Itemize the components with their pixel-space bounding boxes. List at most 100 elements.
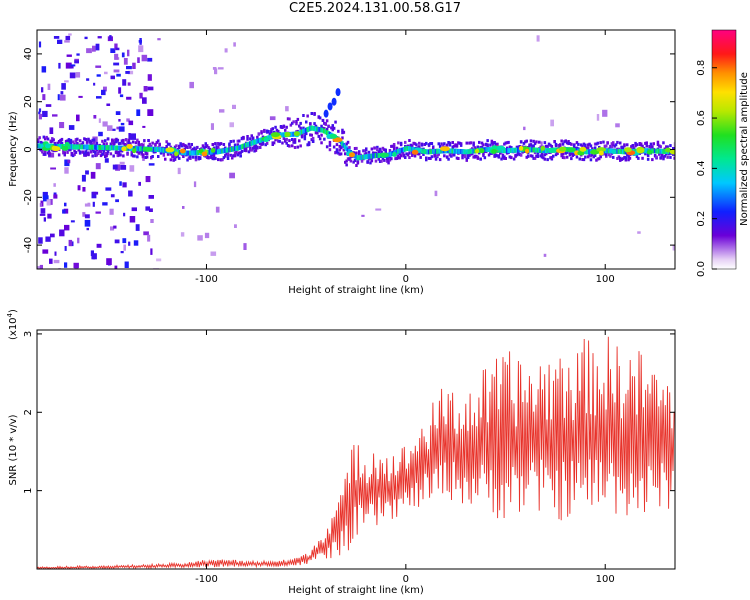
spectral-ridge-core bbox=[434, 148, 438, 154]
spectral-ridge-halo bbox=[78, 150, 82, 154]
spectral-speckle bbox=[106, 103, 111, 106]
spectral-ridge-core bbox=[584, 149, 587, 155]
spectral-ridge-halo bbox=[325, 145, 329, 149]
spectral-speckle bbox=[46, 199, 51, 206]
spectral-speckle bbox=[64, 159, 70, 167]
spectral-ridge-halo bbox=[324, 122, 327, 126]
spectral-ridge-halo bbox=[399, 154, 403, 158]
spectral-ridge-halo bbox=[546, 158, 549, 162]
spectral-speckle bbox=[138, 181, 141, 186]
spectral-ridge-halo bbox=[231, 156, 234, 160]
spectral-ridge-halo bbox=[469, 152, 473, 156]
spectral-ridge-core bbox=[455, 148, 459, 154]
spectral-ridge-halo bbox=[646, 157, 650, 161]
spectral-ridge-core bbox=[305, 127, 308, 133]
spectral-ridge-core bbox=[426, 149, 429, 155]
spectral-speckle bbox=[77, 237, 80, 244]
spectral-ridge-halo bbox=[274, 125, 277, 129]
spectral-ridge-halo bbox=[603, 152, 607, 156]
spectral-ridge-core bbox=[423, 149, 427, 154]
spectral-ridge-halo bbox=[493, 153, 496, 157]
spectral-ridge-halo bbox=[384, 150, 387, 154]
spectral-speckle bbox=[136, 109, 141, 116]
spectral-ridge-halo bbox=[196, 145, 199, 149]
spectral-ridge-halo bbox=[127, 141, 131, 145]
spectral-ridge-halo bbox=[242, 135, 245, 139]
spectral-ridge-halo bbox=[331, 124, 334, 128]
spectral-speckle bbox=[49, 199, 53, 205]
spectral-ridge-halo bbox=[438, 158, 442, 162]
spectral-ridge-halo bbox=[380, 150, 383, 154]
spectral-ridge-core bbox=[369, 153, 372, 159]
spectral-speckle bbox=[86, 227, 89, 231]
spectral-ridge-core bbox=[81, 144, 85, 150]
spectral-ridge-halo bbox=[655, 155, 658, 159]
spectral-ridge-halo bbox=[610, 142, 614, 146]
spectral-ridge-core bbox=[609, 148, 612, 154]
spectral-ridge-core bbox=[358, 155, 361, 161]
spectral-speckle bbox=[127, 49, 130, 57]
spectral-ridge-core bbox=[70, 144, 73, 150]
spectral-ridge-halo bbox=[116, 154, 120, 158]
spectral-ridge-halo bbox=[596, 141, 600, 145]
spectral-ridge-core bbox=[545, 148, 548, 154]
spectral-ridge-halo bbox=[570, 142, 573, 146]
spectral-ridge-core bbox=[138, 146, 142, 152]
spectral-ridge-halo bbox=[641, 156, 644, 160]
spectral-ridge-core bbox=[621, 149, 625, 155]
spectral-ridge-halo bbox=[293, 140, 297, 144]
spectral-ridge-halo bbox=[310, 112, 313, 115]
spectral-ridge-halo bbox=[381, 146, 385, 150]
x-tick-label: 0 bbox=[403, 574, 409, 585]
spectral-ridge-halo bbox=[450, 154, 453, 158]
spectral-ridge-halo bbox=[395, 157, 399, 160]
spectral-ridge-core bbox=[254, 139, 258, 145]
spectral-ridge-core bbox=[465, 149, 468, 155]
spectral-ridge-halo bbox=[584, 155, 587, 159]
spectral-ridge-halo bbox=[219, 158, 223, 162]
top-x-axis-label: Height of straight line (km) bbox=[288, 285, 424, 296]
spectral-ridge-core bbox=[267, 135, 270, 141]
spectral-ridge-halo bbox=[570, 151, 573, 155]
spectral-ridge-core bbox=[228, 147, 231, 153]
spectral-ridge-halo bbox=[563, 156, 566, 160]
spectral-ridge-halo bbox=[363, 152, 367, 156]
x-tick-label: 100 bbox=[596, 574, 615, 585]
spectral-ridge-halo bbox=[251, 136, 255, 140]
spectral-ridge-halo bbox=[626, 153, 629, 156]
spectral-ridge-core bbox=[244, 142, 248, 148]
spectral-ridge-halo bbox=[468, 153, 471, 157]
spectral-ridge-core bbox=[458, 149, 461, 154]
spectral-ridge-halo bbox=[46, 151, 50, 155]
spectral-speckle bbox=[92, 201, 95, 207]
spectral-ridge-halo bbox=[81, 150, 85, 154]
spectral-ridge-halo bbox=[606, 141, 609, 145]
spectral-ridge-core bbox=[94, 144, 97, 150]
spectral-speckle bbox=[128, 190, 133, 197]
spectral-ridge-core bbox=[251, 140, 255, 146]
spectral-ridge-core bbox=[535, 147, 538, 153]
spectral-ridge-halo bbox=[113, 138, 117, 142]
spectral-ridge-halo bbox=[384, 148, 387, 152]
spectral-ridge-core bbox=[538, 147, 541, 153]
spectral-ridge-halo bbox=[239, 154, 242, 158]
spectral-ridge-halo bbox=[440, 142, 443, 146]
spectral-ridge-core bbox=[299, 130, 302, 136]
spectral-ridge-core bbox=[586, 149, 590, 155]
spectral-speckle bbox=[92, 45, 96, 52]
spectral-ridge-halo bbox=[302, 126, 305, 130]
spectral-ridge-core bbox=[356, 155, 360, 161]
spectral-ridge-halo bbox=[328, 148, 332, 152]
spectral-peak bbox=[665, 147, 672, 153]
spectral-ridge-core bbox=[366, 154, 369, 160]
spectral-ridge-halo bbox=[504, 141, 507, 145]
spectral-ridge-core bbox=[292, 131, 295, 137]
spectral-peak bbox=[474, 148, 480, 154]
spectral-ridge-halo bbox=[258, 141, 262, 145]
spectral-ridge-halo bbox=[271, 127, 274, 131]
spectral-ridge-halo bbox=[360, 159, 364, 163]
spectral-speckle bbox=[224, 48, 228, 53]
spectral-ridge-halo bbox=[289, 123, 293, 127]
spectral-ridge-halo bbox=[300, 135, 304, 139]
spectral-ridge-halo bbox=[462, 153, 466, 157]
